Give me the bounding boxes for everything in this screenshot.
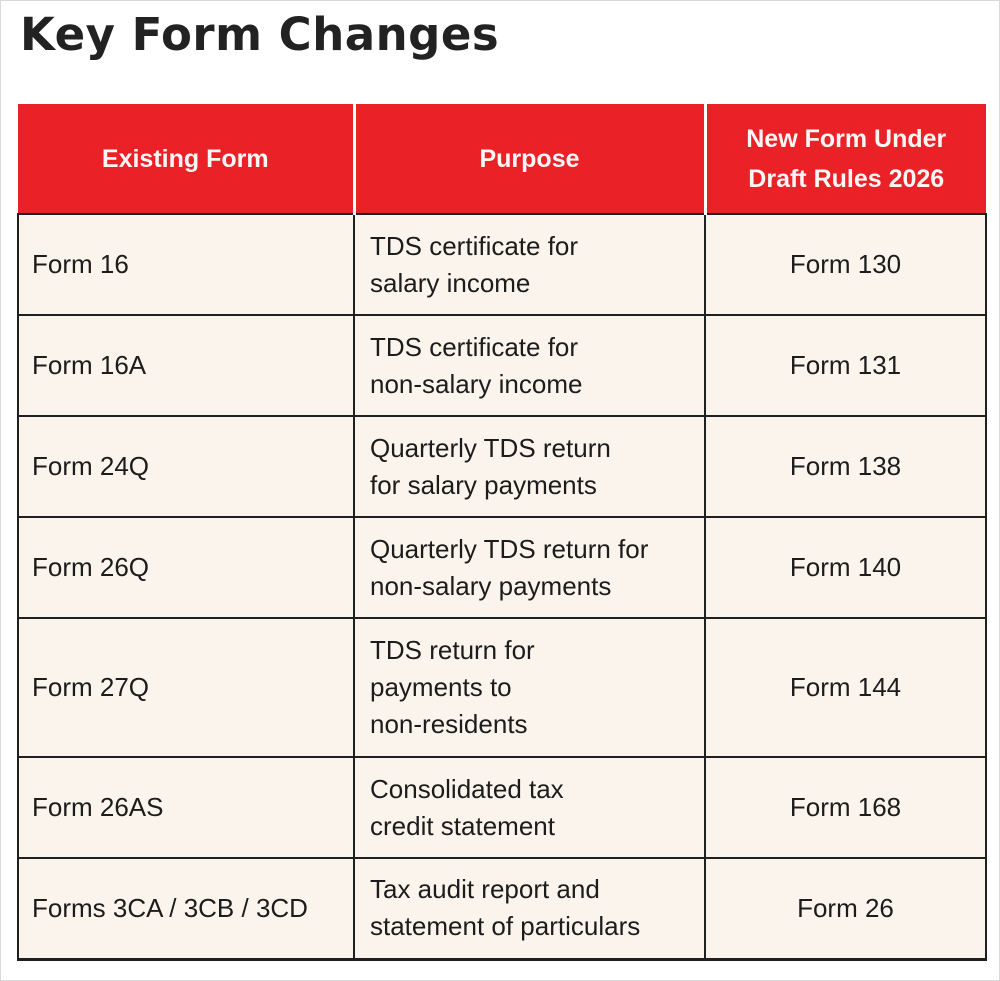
cell-purpose: TDS return for payments to non-residents <box>353 617 706 758</box>
cell-existing-form: Form 27Q <box>17 617 355 758</box>
cell-existing-form: Form 24Q <box>17 415 355 518</box>
cell-new-form: Form 138 <box>704 415 987 518</box>
cell-new-form: Form 144 <box>704 617 987 758</box>
cell-new-form: Form 131 <box>704 314 987 417</box>
header-existing-form: Existing Form <box>18 104 354 214</box>
cell-existing-form: Forms 3CA / 3CB / 3CD <box>17 857 355 961</box>
cell-new-form: Form 130 <box>704 213 987 316</box>
header-purpose: Purpose <box>352 104 705 214</box>
cell-new-form: Form 140 <box>704 516 987 619</box>
cell-purpose: TDS certificate for non-salary income <box>353 314 706 417</box>
cell-purpose: TDS certificate for salary income <box>353 213 706 316</box>
cell-existing-form: Form 16 <box>17 213 355 316</box>
cell-existing-form: Form 26AS <box>17 756 355 859</box>
table-row: Forms 3CA / 3CB / 3CD Tax audit report a… <box>17 857 987 961</box>
table-row: Form 26Q Quarterly TDS return for non-sa… <box>17 516 987 619</box>
cell-purpose: Tax audit report and statement of partic… <box>353 857 706 961</box>
table-row: Form 16 TDS certificate for salary incom… <box>17 213 987 316</box>
table-header-row: Existing Form Purpose New Form Under Dra… <box>18 104 986 214</box>
cell-existing-form: Form 16A <box>17 314 355 417</box>
table-row: Form 16A TDS certificate for non-salary … <box>17 314 987 417</box>
header-new-form: New Form Under Draft Rules 2026 <box>703 104 986 214</box>
table-row: Form 27Q TDS return for payments to non-… <box>17 617 987 758</box>
cell-purpose: Consolidated tax credit statement <box>353 756 706 859</box>
cell-existing-form: Form 26Q <box>17 516 355 619</box>
page-title: Key Form Changes <box>20 8 500 61</box>
table-row: Form 26AS Consolidated tax credit statem… <box>17 756 987 859</box>
cell-purpose: Quarterly TDS return for non-salary paym… <box>353 516 706 619</box>
table-row: Form 24Q Quarterly TDS return for salary… <box>17 415 987 518</box>
cell-new-form: Form 168 <box>704 756 987 859</box>
cell-purpose: Quarterly TDS return for salary payments <box>353 415 706 518</box>
form-changes-table: Existing Form Purpose New Form Under Dra… <box>17 104 987 961</box>
cell-new-form: Form 26 <box>704 857 987 961</box>
